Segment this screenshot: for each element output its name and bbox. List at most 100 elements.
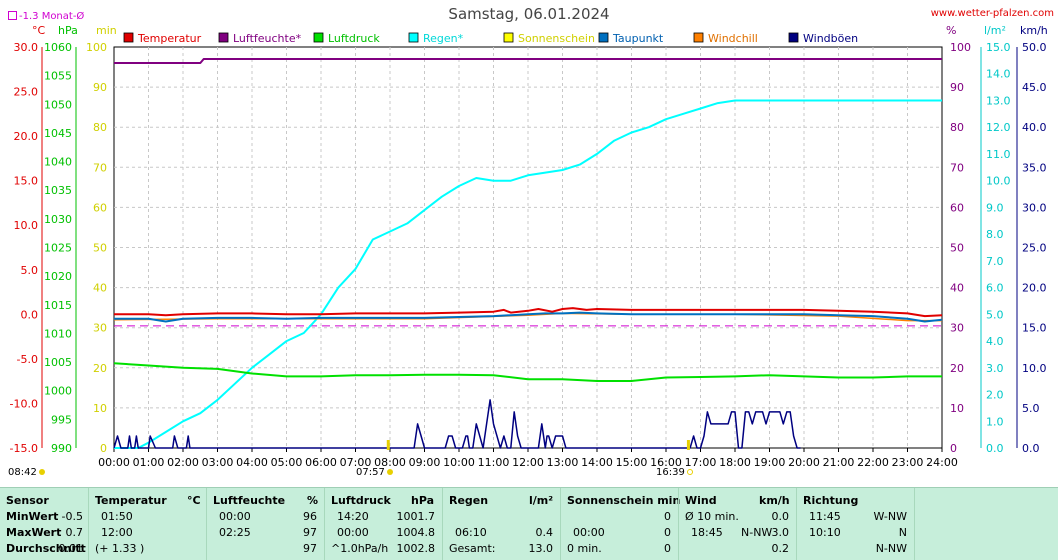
legend-label: Regen* — [423, 32, 464, 45]
x-tick-label: 14:00 — [581, 456, 613, 469]
legend-swatch — [313, 32, 324, 43]
legend-swatch — [788, 32, 799, 43]
rain-tick-label: 14.0 — [986, 68, 1011, 81]
wind-tick-label: 5.0 — [1022, 402, 1040, 415]
pressure-tick-label: 1020 — [44, 270, 72, 283]
sunshine-start-time: 07:57 — [356, 467, 393, 478]
statistics-table: Sensor MinWert MaxWert Durchschnitt Temp… — [0, 487, 1058, 560]
pressure-tick-label: 1045 — [44, 127, 72, 140]
humidity-avg-value: 97 — [303, 542, 317, 555]
legend-swatch — [218, 32, 229, 43]
minutes-tick-label: 100 — [86, 41, 107, 54]
website-link[interactable]: www.wetter-pfalzen.com — [930, 8, 1054, 19]
rain-max-value: 0.4 — [535, 526, 554, 539]
pressure-tick-label: 1050 — [44, 98, 72, 111]
rain-tick-label: 7.0 — [986, 255, 1004, 268]
series-line-temperatur — [114, 307, 943, 318]
sunshine-column: Sonnenschein min 0 00:00 0 0 min. 0 — [560, 488, 680, 560]
humidity-max-value: 97 — [303, 526, 317, 539]
rain-tick-label: 2.0 — [986, 389, 1004, 402]
wind-axis-label: km/h — [1020, 24, 1048, 37]
series-line-regen — [114, 99, 942, 449]
rain-tick-label: 8.0 — [986, 228, 1004, 241]
x-tick-label: 19:00 — [754, 456, 786, 469]
chart-title: Samstag, 06.01.2024 — [448, 5, 610, 23]
wind-max-value: 3.0 — [771, 526, 790, 539]
direction-min-value: W-NW — [873, 510, 907, 523]
pressure-tick-label: 1015 — [44, 299, 72, 312]
pressure-trend: ^1.0hPa/h — [331, 542, 389, 555]
pressure-tick-label: 1040 — [44, 156, 72, 169]
temperature-header: Temperatur — [95, 494, 167, 507]
sun-start-label: 07:57 — [356, 467, 385, 478]
legend-label: Windchill — [708, 32, 758, 45]
x-tick-label: 20:00 — [788, 456, 820, 469]
x-tick-label: 10:00 — [443, 456, 475, 469]
percent-tick-label: 100 — [950, 41, 971, 54]
x-tick-label: 12:00 — [512, 456, 544, 469]
legend-swatch — [693, 32, 704, 43]
x-tick-label: 24:00 — [926, 456, 958, 469]
minutes-tick-label: 50 — [93, 242, 107, 255]
legend-label: Sonnenschein — [518, 32, 595, 45]
wind-tick-label: 10.0 — [1022, 362, 1047, 375]
sunshine-min-value: 0 — [664, 510, 671, 523]
legend-swatch — [598, 32, 609, 43]
series-line-luftfeuchte — [114, 58, 942, 64]
x-tick-label: 09:00 — [409, 456, 441, 469]
direction-column: Richtung 11:45 W-NW 10:10 N N-NW — [796, 488, 913, 560]
minutes-tick-label: 40 — [93, 282, 107, 295]
temp-axis-label: °C — [32, 24, 46, 37]
rain-tick-label: 1.0 — [986, 415, 1004, 428]
temp-tick-label: -5.0 — [17, 353, 38, 366]
rain-tick-label: 15.0 — [986, 41, 1011, 54]
temperature-max-value: 0.7 — [65, 526, 84, 539]
sun-icon — [386, 469, 393, 475]
weather-chart: 00:00 01:00 02:00 03:00 04:00 05:00 06:00 07:00… — [10, 24, 1048, 469]
percent-tick-label: 20 — [950, 362, 964, 375]
humidity-unit: % — [307, 494, 319, 507]
legend-label: Luftdruck — [328, 32, 380, 45]
sunshine-avg-value: 0 — [664, 542, 671, 555]
temp-tick-label: 25.0 — [14, 86, 39, 99]
sensor-header: Sensor — [6, 494, 49, 507]
temp-tick-label: 10.0 — [14, 219, 39, 232]
sunshine-total-label: 0 min. — [567, 542, 602, 555]
x-tick-label: 06:00 — [305, 456, 337, 469]
minutes-axis-label: min — [96, 24, 117, 37]
x-tick-label: 16:00 — [650, 456, 682, 469]
temp-tick-label: 20.0 — [14, 130, 39, 143]
wind-avg10-value: 0.0 — [771, 510, 790, 523]
x-tick-label: 15:00 — [616, 456, 648, 469]
sunshine-end-time: 16:39 — [656, 467, 693, 478]
temperature-column: Temperatur °C 01:50 -0.5 12:00 0.7 (+ 1.… — [59, 488, 201, 560]
rain-column: Regen l/m² 06:10 0.4 Gesamt: 13.0 — [442, 488, 559, 560]
wind-max-time: 18:45 — [691, 526, 723, 539]
percent-tick-label: 80 — [950, 121, 964, 134]
sunrise-label: 08:42 — [8, 467, 37, 478]
wind-column: Wind km/h Ø 10 min. 0.0 18:45 N-NW 3.0 0… — [678, 488, 795, 560]
percent-tick-label: 30 — [950, 322, 964, 335]
legend-label: Windböen — [803, 32, 858, 45]
wind-tick-label: 40.0 — [1022, 121, 1047, 134]
temperature-trend: (+ 1.33 ) — [95, 542, 145, 555]
empty-column — [914, 488, 1058, 560]
temp-tick-label: -15.0 — [10, 442, 38, 455]
rain-axis-label: l/m² — [984, 24, 1006, 37]
pressure-tick-label: 1060 — [44, 41, 72, 54]
percent-tick-label: 90 — [950, 81, 964, 94]
wind-avg10-label: Ø 10 min. — [685, 510, 739, 523]
pressure-axis-label: hPa — [58, 24, 78, 37]
minutes-tick-label: 20 — [93, 362, 107, 375]
series-line-taupunkt — [114, 311, 943, 323]
sunrise-time: 08:42 — [8, 467, 45, 478]
wind-tick-label: 15.0 — [1022, 322, 1047, 335]
sun-icon — [686, 469, 693, 475]
pressure-header: Luftdruck — [331, 494, 391, 507]
x-tick-label: 08:00 — [374, 456, 406, 469]
minutes-tick-label: 80 — [93, 121, 107, 134]
minutes-tick-label: 30 — [93, 322, 107, 335]
rain-tick-label: 12.0 — [986, 121, 1011, 134]
wind-tick-label: 35.0 — [1022, 161, 1047, 174]
average-marker-icon — [8, 11, 17, 20]
